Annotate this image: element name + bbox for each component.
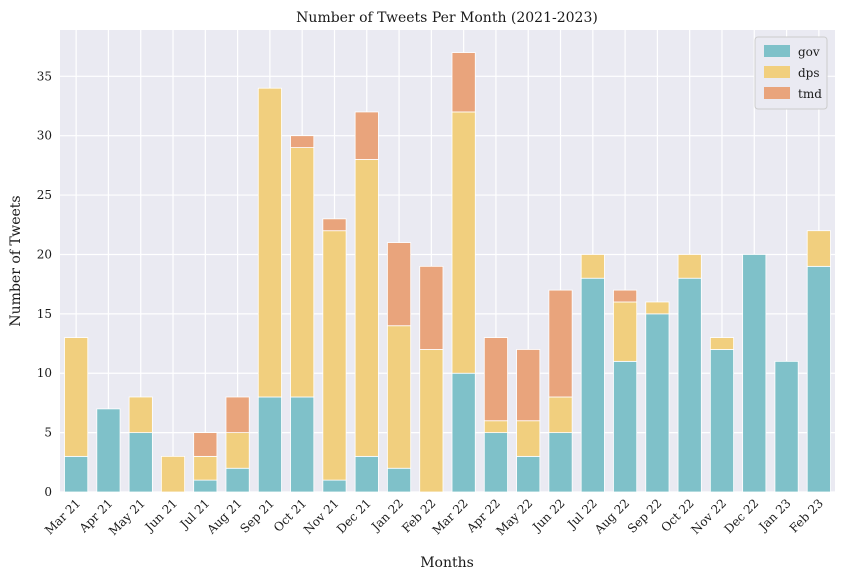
y-tick-label: 0 <box>44 485 52 499</box>
x-axis-label: Months <box>420 555 474 571</box>
bar-dps <box>64 337 89 457</box>
y-tick-label: 30 <box>37 129 52 143</box>
x-tick-label: Mar 21 <box>42 496 83 537</box>
bar-dps <box>354 159 379 457</box>
bar-tmd <box>451 52 476 113</box>
bar-dps <box>613 301 638 362</box>
bar-dps <box>128 396 153 434</box>
x-tick-label: May 22 <box>493 496 535 538</box>
x-tick-label: Jan 23 <box>755 496 794 535</box>
bar-gov <box>225 467 250 493</box>
bar-dps <box>677 254 702 279</box>
x-tick-label: Jun 21 <box>141 496 180 535</box>
bar-gov <box>322 479 347 493</box>
bar-gov <box>483 432 508 493</box>
bar-tmd <box>419 265 444 350</box>
bar-dps <box>645 301 670 315</box>
plot-area <box>60 30 835 492</box>
bar-tmd <box>290 135 315 148</box>
bar-tmd <box>387 242 412 327</box>
legend-swatch-gov <box>764 45 790 57</box>
bar-dps <box>322 230 347 481</box>
legend-swatch-tmd <box>764 87 790 99</box>
bar-gov <box>257 396 282 493</box>
bar-dps <box>580 254 605 279</box>
x-tick-label: Dec 21 <box>334 496 374 536</box>
bar-tmd <box>193 432 218 457</box>
x-tick-label: Jun 22 <box>528 496 567 535</box>
bar-dps <box>290 147 315 398</box>
bar-gov <box>290 396 315 493</box>
bar-tmd <box>322 218 347 232</box>
bar-gov <box>709 349 735 493</box>
legend-label-dps: dps <box>798 66 820 80</box>
x-tick-label: Nov 22 <box>688 496 729 537</box>
legend-swatch-dps <box>764 66 790 78</box>
bar-gov <box>64 455 89 493</box>
x-tick-label: Mar 22 <box>430 496 471 537</box>
y-tick-label: 15 <box>37 307 52 321</box>
bar-dps <box>709 337 735 350</box>
legend-label-gov: gov <box>798 45 820 59</box>
bar-gov <box>548 432 573 493</box>
bar-gov <box>451 372 476 493</box>
bar-dps <box>387 325 412 469</box>
y-tick-label: 5 <box>44 426 52 440</box>
legend-label-tmd: tmd <box>798 87 822 101</box>
bar-dps <box>451 111 476 374</box>
bar-dps <box>483 420 508 434</box>
bar-gov <box>645 313 670 493</box>
bar-tmd <box>225 396 250 434</box>
bar-gov <box>128 432 153 493</box>
x-tick-label: Sep 21 <box>237 496 277 536</box>
bar-dps <box>257 87 282 398</box>
x-tick-label: Jan 22 <box>367 496 406 535</box>
y-tick-label: 35 <box>37 69 52 83</box>
bar-dps <box>419 349 444 493</box>
bar-dps <box>160 455 186 493</box>
bar-gov <box>516 455 541 493</box>
bar-gov <box>742 254 767 493</box>
bar-dps <box>806 230 831 267</box>
x-tick-label: Aug 21 <box>204 496 245 537</box>
bar-gov <box>193 479 218 493</box>
bar-gov <box>774 360 799 493</box>
bars <box>64 52 831 493</box>
y-tick-label: 20 <box>37 247 52 261</box>
x-tick-label: Nov 21 <box>301 496 342 537</box>
bar-dps <box>193 455 218 481</box>
bar-gov <box>96 408 121 493</box>
bar-tmd <box>516 349 541 422</box>
y-axis-label: Number of Tweets <box>8 195 24 326</box>
y-tick-label: 10 <box>37 366 52 380</box>
bar-gov <box>354 455 379 493</box>
bar-gov <box>387 467 412 493</box>
bar-gov <box>613 360 638 493</box>
x-tick-label: Feb 23 <box>787 496 826 535</box>
bar-gov <box>580 277 605 493</box>
y-tick-labels: 0 5 10 15 20 25 30 35 <box>37 69 52 499</box>
bar-gov <box>677 277 702 493</box>
bar-tmd <box>548 289 573 398</box>
x-tick-label: Sep 22 <box>625 496 665 536</box>
x-tick-label: Dec 22 <box>721 496 761 536</box>
x-tick-label: May 21 <box>106 496 148 538</box>
bar-dps <box>548 396 573 434</box>
x-tick-label: Aug 22 <box>591 496 632 537</box>
y-tick-label: 25 <box>37 188 52 202</box>
bar-tmd <box>483 337 508 422</box>
bar-tmd <box>613 289 638 303</box>
bar-dps <box>516 420 541 457</box>
bar-tmd <box>354 111 379 160</box>
bar-dps <box>225 432 250 469</box>
bar-gov <box>806 265 831 493</box>
chart-title: Number of Tweets Per Month (2021-2023) <box>296 10 598 26</box>
legend: gov dps tmd <box>754 36 828 110</box>
